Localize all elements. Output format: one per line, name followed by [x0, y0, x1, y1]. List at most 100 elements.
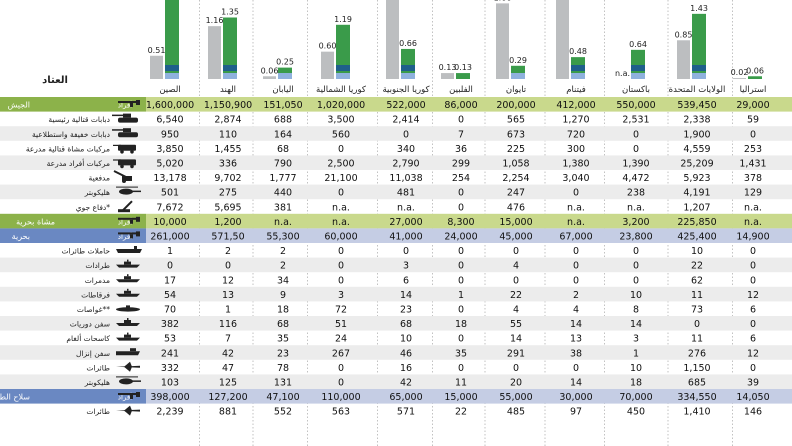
row-value: 2 [280, 246, 286, 257]
row-value: 12 [747, 348, 759, 359]
table-row: هليكوبتر 103 125 131 0 42 11 20 14 18 685 39 [0, 374, 792, 389]
row-value: 275 [219, 188, 237, 199]
row-value: 0 [513, 363, 519, 374]
row-value: 238 [627, 188, 645, 199]
row-value: 62 [691, 275, 703, 286]
row-value: 0 [458, 363, 464, 374]
row-value: 2 [573, 290, 579, 301]
row-value: 72 [335, 305, 347, 316]
forces-table: الجيش أفراد 1,600,000 1,150,900 151,050 1,020… [0, 97, 792, 418]
personnel-value: 60,000 [324, 232, 357, 243]
row-label: دبابات قتالية رئيسية [48, 115, 110, 124]
row-stripe [0, 286, 792, 302]
row-value: 24 [335, 334, 347, 345]
row-value: 0 [403, 246, 409, 257]
country-bar-group: 0.060.25 [261, 58, 294, 79]
row-value: 1,270 [562, 115, 589, 126]
equipment-column-title: العتاد [42, 75, 68, 86]
row-value: 253 [744, 144, 762, 155]
budget-bar-chart: 0.511.161.350.060.250.601.190.660.130.13… [148, 0, 764, 80]
row-value: 0 [338, 144, 344, 155]
rifle-icon [118, 216, 140, 224]
table-row: فرقاطات 54 13 9 3 14 1 22 2 10 11 12 [0, 286, 792, 302]
row-value: 25,209 [680, 159, 713, 170]
marines-value: n.a. [332, 217, 350, 228]
row-value: 55 [510, 319, 522, 330]
row-value: 0 [458, 246, 464, 257]
row-value: 6 [403, 275, 409, 286]
row-value: 688 [274, 115, 292, 126]
row-value: 51 [335, 319, 347, 330]
row-value: 0 [750, 275, 756, 286]
row-value: 881 [219, 407, 237, 418]
row-value: 1 [225, 305, 231, 316]
section-header-cell [0, 389, 146, 404]
bar-gray [263, 76, 276, 79]
country-bar-group: 0.48 [556, 0, 587, 79]
personnel-value: 398,000 [150, 392, 189, 403]
row-value: 38 [570, 348, 582, 359]
table-row: سفن دوريات 382 116 68 51 68 18 55 14 14 0 0 [0, 316, 792, 331]
row-value: 1,380 [562, 159, 589, 170]
row-value: 0 [338, 246, 344, 257]
row-value: 291 [507, 348, 525, 359]
row-stripe [0, 374, 792, 389]
row-value: 0 [338, 188, 344, 199]
bar-value-label: 1.35 [221, 8, 239, 17]
bar-value-label: 1.66 [494, 0, 512, 2]
bar-value-label: 1.43 [690, 4, 708, 13]
submarine-icon [116, 305, 140, 312]
row-value: 2,414 [392, 115, 419, 126]
row-value: n.a. [397, 202, 415, 213]
country-bar-group: 0.51 [148, 0, 179, 79]
row-value: 790 [274, 159, 292, 170]
row-value: 12 [747, 290, 759, 301]
row-value: 9,702 [214, 173, 241, 184]
row-value: 17 [164, 275, 176, 286]
artillery-icon [113, 170, 132, 183]
row-value: 1,431 [739, 159, 766, 170]
personnel-value: 110,000 [321, 392, 360, 403]
army-personnel-row: الجيش أفراد 1,600,000 1,150,900 151,050 1,020… [0, 97, 792, 112]
row-value: 16 [400, 363, 412, 374]
personnel-value: 86,000 [444, 100, 477, 111]
personnel-value: 55,300 [266, 232, 299, 243]
row-label: دفاع جوي* [76, 203, 110, 212]
row-value: 22 [510, 290, 522, 301]
personnel-label: أفراد [118, 101, 132, 110]
personnel-label: أفراد [118, 217, 132, 226]
row-value: 1 [633, 348, 639, 359]
row-value: 0 [633, 246, 639, 257]
rifle-icon [118, 231, 140, 239]
row-value: 12 [222, 275, 234, 286]
bar-segment-blue [631, 73, 645, 79]
row-value: 476 [507, 202, 525, 213]
row-value: 565 [507, 115, 525, 126]
personnel-label: أفراد [118, 393, 132, 402]
row-label: مدمرات [85, 276, 110, 285]
table-row: غواصات** 70 1 18 72 23 0 4 4 8 73 6 [77, 305, 756, 316]
row-value: 0 [573, 188, 579, 199]
table-row: مدفعية 13,178 9,702 1,777 21,100 11,038 254 2,2… [89, 170, 762, 184]
personnel-value: 65,000 [389, 392, 422, 403]
bar-value-label: 0.02 [731, 68, 749, 77]
row-value: 1,410 [683, 407, 710, 418]
personnel-value: 23,800 [619, 232, 652, 243]
personnel-value: 127,200 [208, 392, 247, 403]
row-value: 10 [691, 246, 703, 257]
bar-value-label: 0.85 [675, 30, 693, 39]
row-value: 42 [400, 378, 412, 389]
bar-gray [150, 55, 163, 79]
personnel-value: 14,900 [736, 232, 769, 243]
rifle-icon [118, 100, 140, 107]
row-value: 35 [455, 348, 467, 359]
bar-segment-navy [692, 65, 706, 71]
helicopter-icon [116, 376, 141, 385]
row-label: كاسحات ألغام [66, 333, 110, 343]
row-value: 1,150 [683, 363, 710, 374]
frigate-icon [116, 288, 140, 297]
row-value: 4 [513, 305, 519, 316]
marines-value: 225,850 [677, 217, 716, 228]
row-value: 68 [277, 144, 289, 155]
row-value: 110 [219, 129, 237, 140]
